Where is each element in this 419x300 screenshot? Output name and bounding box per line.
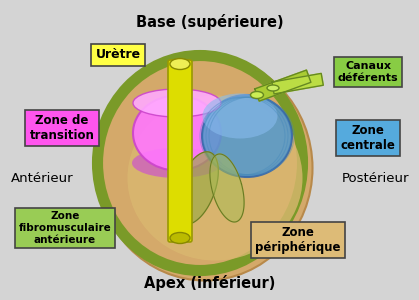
FancyBboxPatch shape <box>168 60 192 242</box>
Ellipse shape <box>127 95 303 260</box>
Ellipse shape <box>170 232 190 244</box>
Text: Zone
périphérique: Zone périphérique <box>255 226 341 254</box>
Ellipse shape <box>133 95 221 170</box>
Text: Zone
centrale: Zone centrale <box>341 124 396 152</box>
Text: Zone
fibromusculaire
antérieure: Zone fibromusculaire antérieure <box>18 212 111 244</box>
Ellipse shape <box>202 94 277 139</box>
Polygon shape <box>255 70 311 101</box>
Ellipse shape <box>202 95 292 177</box>
Text: Postérieur: Postérieur <box>341 172 409 184</box>
Polygon shape <box>210 154 244 222</box>
Ellipse shape <box>98 56 313 280</box>
Text: Apex (inférieur): Apex (inférieur) <box>144 275 276 291</box>
Text: Base (supérieure): Base (supérieure) <box>136 14 284 30</box>
Text: Zone de
transition: Zone de transition <box>30 114 94 142</box>
Text: Antérieur: Antérieur <box>11 172 73 184</box>
Ellipse shape <box>267 85 279 91</box>
Ellipse shape <box>132 148 222 178</box>
Polygon shape <box>176 152 218 224</box>
Ellipse shape <box>133 89 221 117</box>
Ellipse shape <box>170 58 190 70</box>
Ellipse shape <box>251 92 264 98</box>
Text: Canaux
déférents: Canaux déférents <box>338 61 398 83</box>
Text: Urètre: Urètre <box>96 49 140 62</box>
Polygon shape <box>272 74 323 94</box>
